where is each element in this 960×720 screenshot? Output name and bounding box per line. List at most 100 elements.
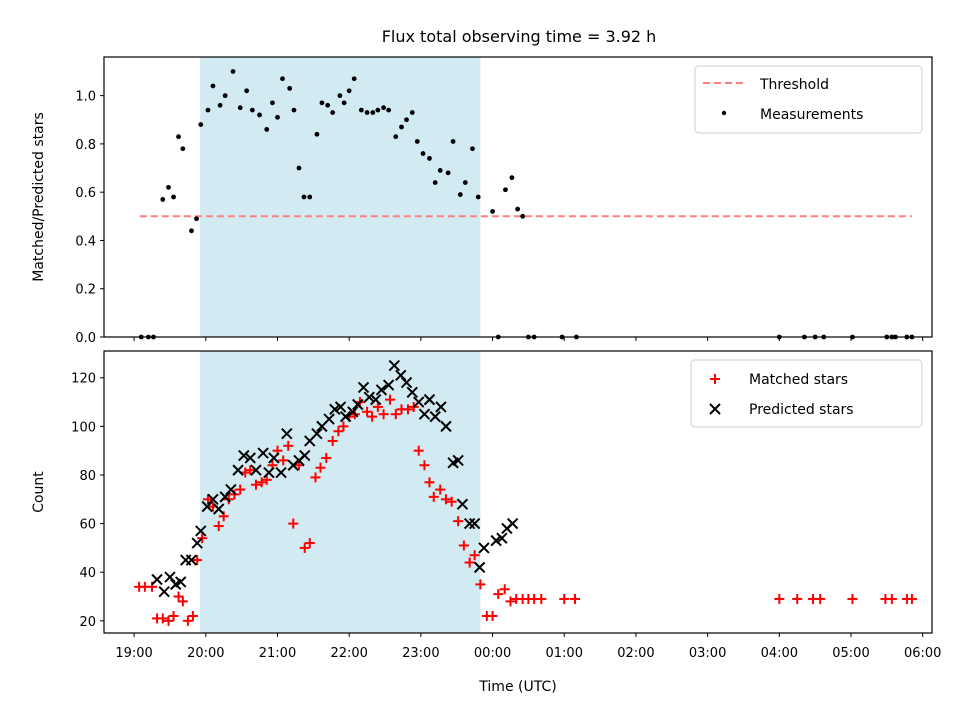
predicted-star-point — [174, 576, 187, 588]
measurement-point — [470, 146, 475, 152]
predicted-star-point — [244, 452, 256, 464]
legend-measurements-label: Measurements — [760, 107, 863, 123]
measurement-point — [275, 114, 280, 120]
matched-star-point — [385, 394, 396, 405]
measurement-point — [325, 102, 331, 108]
predicted-star-point — [219, 491, 231, 503]
matched-star-point — [288, 518, 299, 529]
matched-star-point — [192, 555, 203, 566]
measurement-point — [404, 117, 409, 123]
matched-star-point — [792, 593, 803, 604]
predicted-star-point — [207, 493, 219, 506]
predicted-star-point — [257, 447, 269, 459]
measurement-point — [194, 216, 199, 222]
predicted-star-point — [329, 403, 341, 416]
x-tick-label: 22:00 — [330, 646, 367, 661]
predicted-star-point — [275, 466, 287, 479]
measurement-point — [296, 165, 302, 171]
matched-star-point — [256, 477, 267, 488]
bottom-axes-frame — [103, 350, 933, 634]
measurement-point — [291, 107, 297, 113]
predicted-star-point — [323, 413, 335, 425]
measurement-point — [386, 107, 392, 113]
matched-star-point — [559, 593, 570, 604]
matched-star-point — [250, 479, 261, 490]
measurement-point — [509, 175, 515, 181]
measurement-point — [358, 107, 364, 113]
matched-star-point — [493, 589, 504, 600]
predicted-star-point — [490, 534, 502, 547]
predicted-star-point — [400, 376, 413, 389]
measurement-point — [210, 83, 216, 89]
matched-star-point — [475, 579, 486, 590]
bottom-legend: Matched stars Predicted stars — [690, 359, 923, 428]
predicted-star-point — [440, 420, 452, 433]
matched-star-point — [321, 452, 332, 463]
predicted-star-point — [506, 517, 519, 530]
matched-star-point — [536, 593, 547, 604]
x-tick-label: 03:00 — [689, 646, 726, 661]
matched-star-point — [402, 404, 413, 415]
matched-star-point — [299, 542, 310, 553]
measurement-point — [180, 146, 186, 152]
predicted-star-point — [268, 452, 280, 464]
matched-star-point — [847, 593, 858, 604]
predicted-star-point — [406, 386, 418, 399]
matched-star-point — [487, 610, 498, 621]
bottom-y-tick-label: 100 — [71, 420, 96, 435]
predicted-star-point — [164, 571, 176, 583]
predicted-star-point — [212, 503, 225, 515]
legend-threshold-label: Threshold — [759, 77, 829, 93]
measurement-point — [230, 69, 236, 74]
matched-star-point — [327, 435, 338, 446]
matched-star-point — [283, 440, 294, 451]
measurement-point — [249, 107, 255, 113]
matched-star-point — [261, 474, 272, 485]
top-y-tick-label: 0.2 — [75, 283, 96, 298]
top-observing-span — [200, 57, 481, 337]
measurement-point — [264, 127, 270, 132]
matched-star-point — [886, 593, 897, 604]
predicted-star-point — [281, 427, 293, 440]
top-axes-frame — [103, 56, 933, 338]
predicted-star-point — [334, 401, 347, 413]
top-y-tick-label: 0.6 — [75, 186, 96, 201]
matched-star-point — [815, 593, 826, 604]
bottom-y-tick-label: 20 — [79, 615, 96, 630]
top-legend-box — [694, 65, 923, 134]
measurement-point — [280, 76, 285, 82]
x-tick-label: 19:00 — [115, 646, 152, 661]
predicted-star-point — [201, 500, 213, 513]
measurement-point — [198, 122, 204, 127]
matched-star-point — [182, 615, 193, 626]
measurement-point — [176, 134, 181, 140]
predicted-star-point — [435, 401, 447, 413]
x-tick-label: 06:00 — [904, 646, 941, 661]
matched-star-point — [435, 484, 446, 495]
matched-star-point — [428, 491, 439, 502]
predicted-star-point — [339, 410, 352, 423]
measurement-point — [420, 151, 426, 156]
legend-predicted-label: Predicted stars — [749, 402, 854, 418]
bottom-legend-box — [690, 359, 923, 428]
predicted-star-point — [363, 391, 375, 403]
x-tick-label: 23:00 — [402, 646, 439, 661]
matched-star-point — [774, 593, 785, 604]
matched-star-point — [213, 521, 224, 532]
top-y-axis-label: Matched/Predicted stars — [31, 112, 47, 282]
measurement-point — [520, 213, 526, 219]
matched-star-point — [499, 584, 510, 595]
matched-star-point — [424, 477, 435, 488]
measurement-point — [160, 197, 166, 202]
matched-star-point — [446, 496, 457, 507]
predicted-star-point — [413, 396, 425, 408]
predicted-star-point — [375, 384, 388, 396]
measurement-point — [427, 155, 432, 161]
measurement-point — [370, 110, 376, 115]
measurement-point — [409, 110, 415, 115]
bottom-y-tick-label: 60 — [79, 518, 96, 533]
measurement-point — [364, 110, 370, 115]
measurement-point — [217, 102, 223, 108]
legend-predicted-swatch — [709, 403, 721, 415]
matched-star-point — [304, 538, 315, 549]
